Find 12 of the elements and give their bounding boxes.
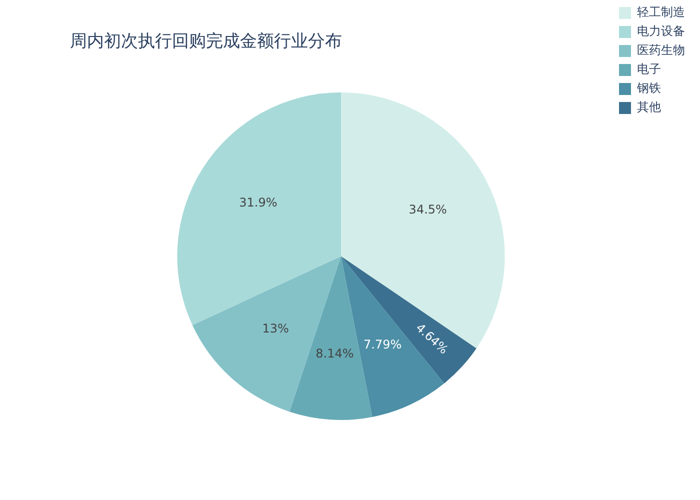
data-label: 34.5% <box>408 202 447 216</box>
data-label: 13% <box>262 322 289 336</box>
legend-label: 医药生物 <box>637 43 685 58</box>
legend-label: 其他 <box>637 100 661 114</box>
text: 周内初次执行回购完成金额行业分布 <box>70 32 342 52</box>
legend-label: 钢铁 <box>636 81 661 96</box>
legend-label: 电子 <box>637 62 661 76</box>
data-label: 31.9% <box>239 195 278 210</box>
data-label: 7.79% <box>364 337 402 352</box>
legend-label: 电力设备 <box>637 24 685 38</box>
data-label: 8.14% <box>316 346 354 360</box>
legend-label: 轻工制造 <box>637 5 685 20</box>
